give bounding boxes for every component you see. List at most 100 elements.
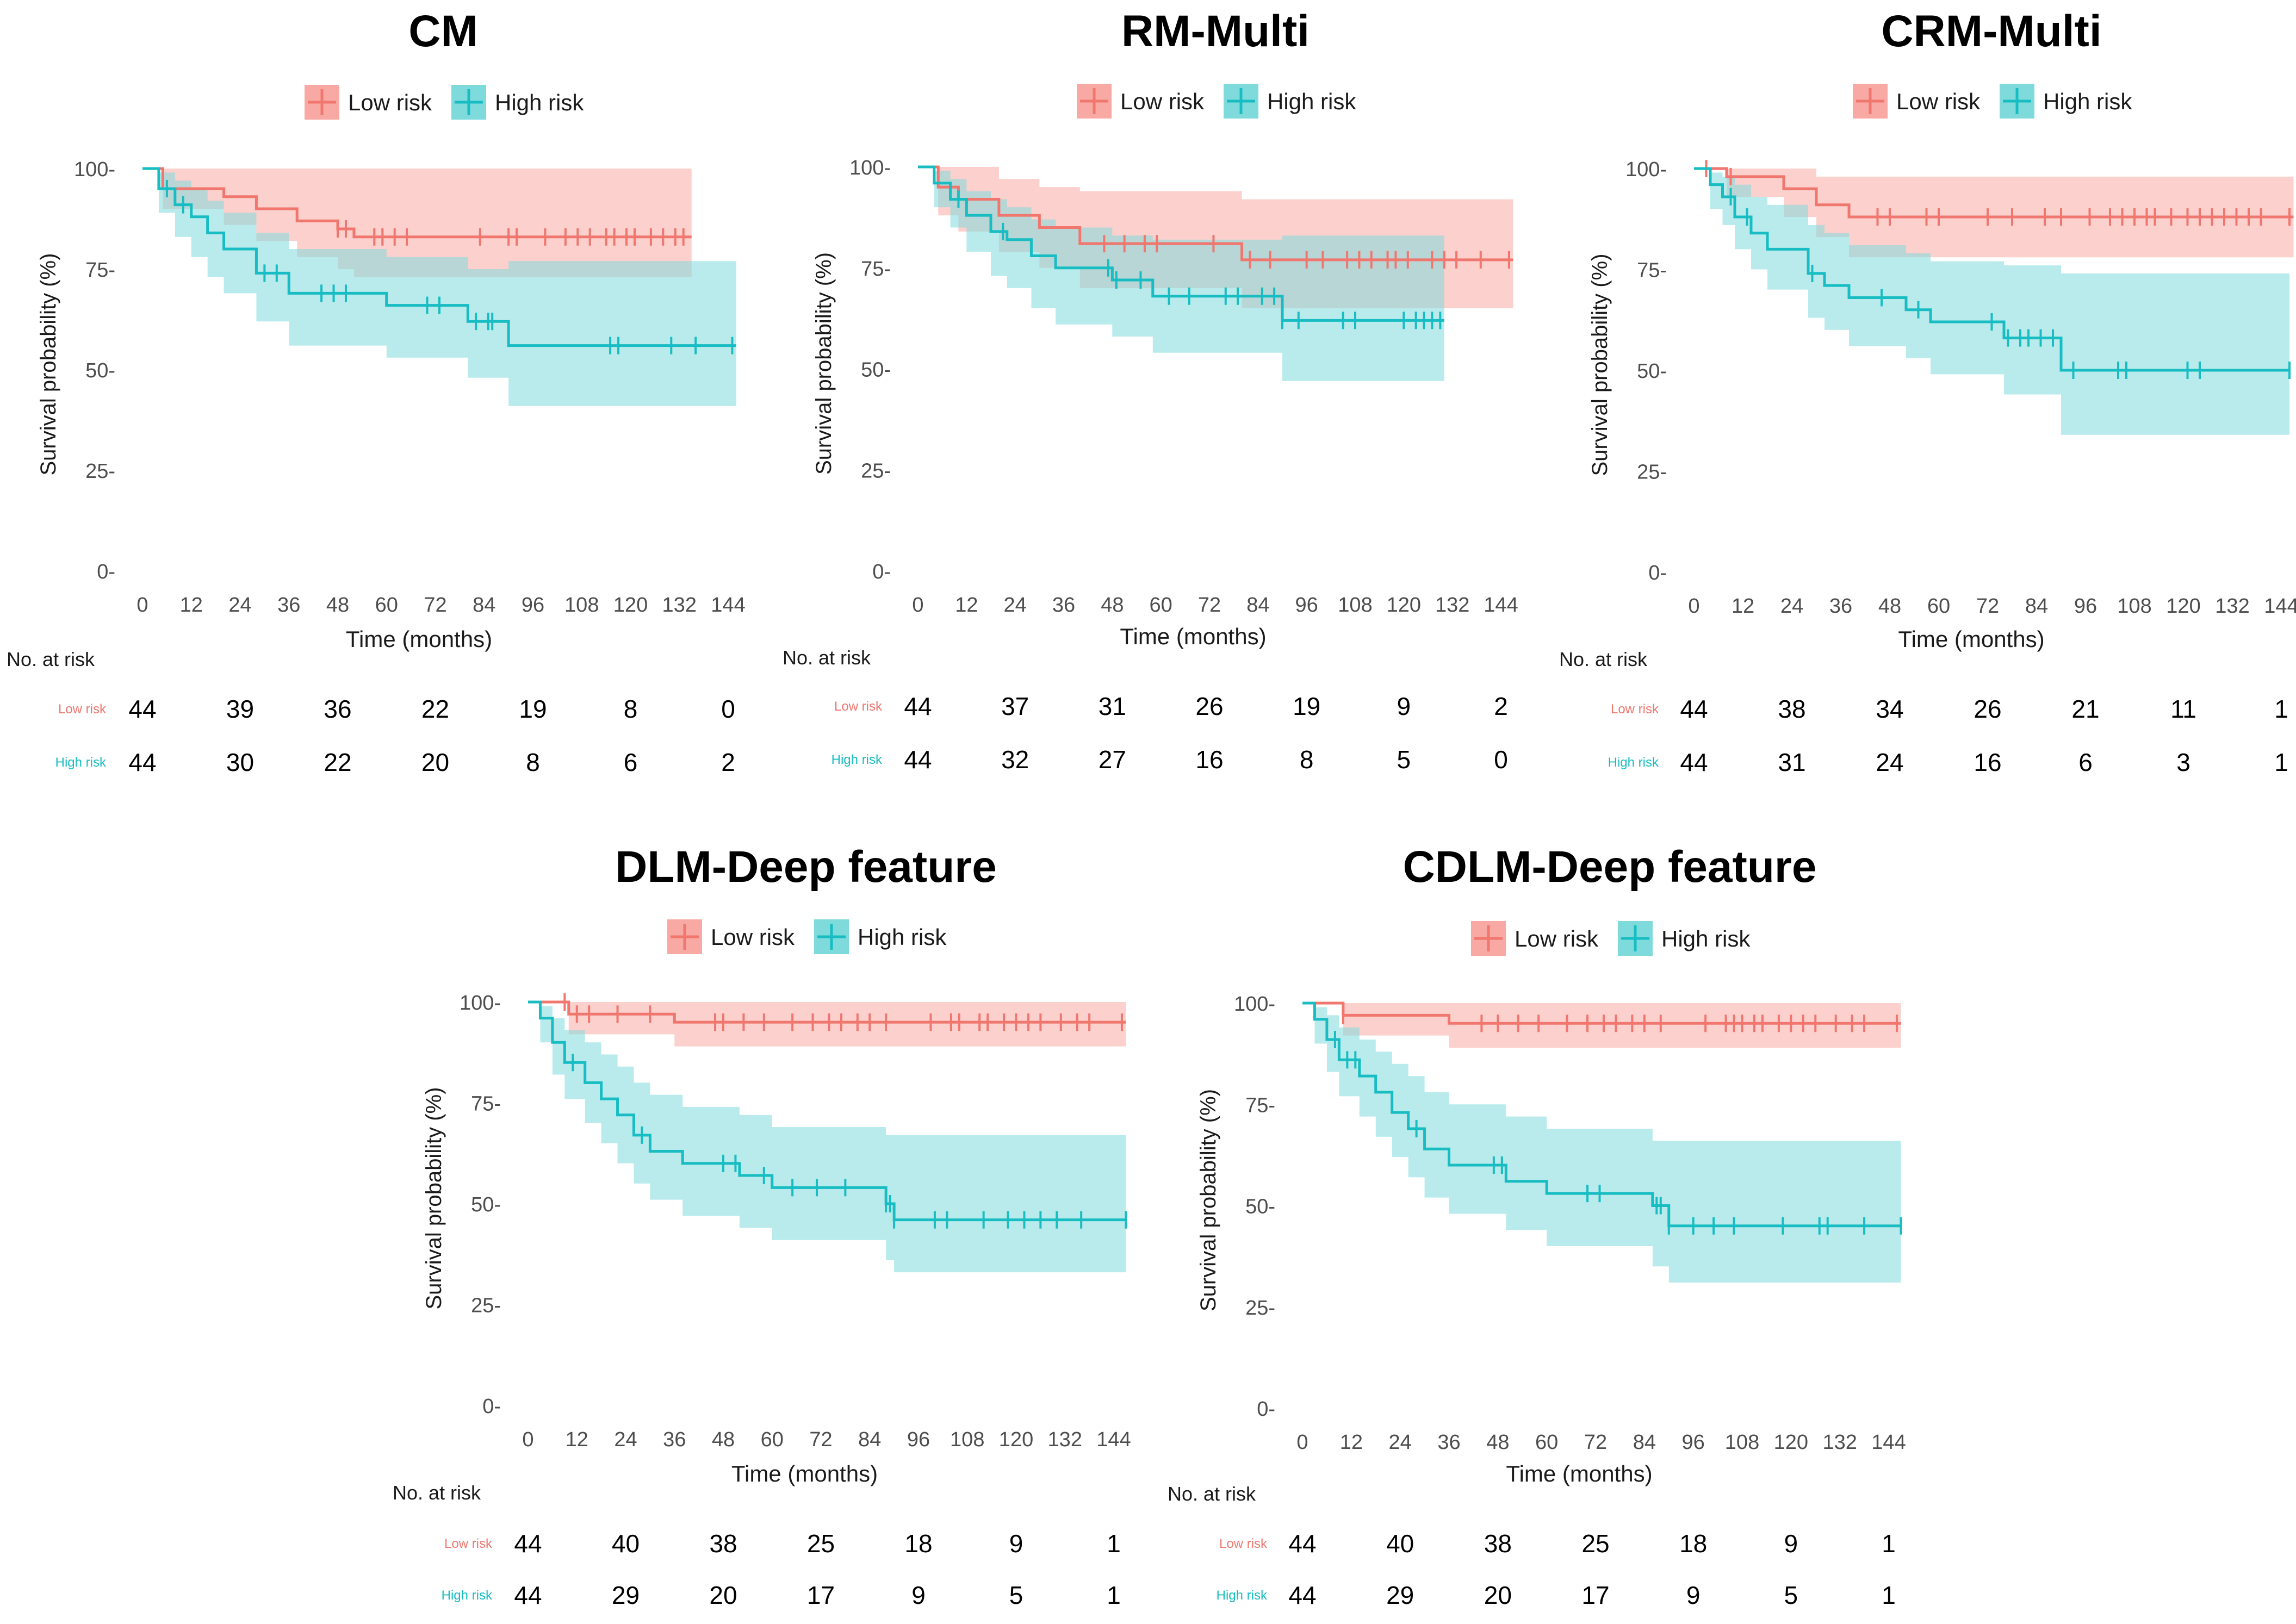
risk-table-title: No. at risk (1168, 1483, 1256, 1505)
x-axis-label: Time (months) (1120, 624, 1266, 649)
risk-count-high: 29 (1386, 1581, 1414, 1609)
x-tick-label: 48 (1486, 1431, 1509, 1454)
risk-count-high: 8 (526, 748, 540, 776)
y-tick-label: 25- (85, 460, 115, 483)
risk-table-title: No. at risk (1559, 648, 1648, 670)
km-panel-2: RM-Multi Low risk High risk 0- 25- 50- 75- 100-… (783, 7, 1518, 774)
risk-count-low: 1 (1882, 1529, 1896, 1558)
legend-label: Low risk (1515, 926, 1599, 951)
survival-line-low-risk (1302, 1001, 1901, 1025)
risk-count-low: 18 (1679, 1529, 1707, 1558)
risk-count-high: 5 (1784, 1581, 1798, 1609)
x-axis-label: Time (months) (1506, 1461, 1652, 1486)
risk-row-label-low: Low risk (834, 699, 883, 714)
risk-count-high: 2 (721, 748, 735, 776)
x-tick-label: 108 (2117, 595, 2151, 618)
risk-count-high: 8 (1300, 745, 1314, 774)
risk-row-label-low: Low risk (444, 1536, 493, 1551)
x-tick-label: 36 (1052, 594, 1075, 617)
survival-line-low-risk (528, 1000, 1126, 1024)
legend-label: High risk (1661, 926, 1751, 951)
ci-band-high-risk (1694, 169, 2289, 435)
risk-count-low: 44 (1288, 1529, 1316, 1558)
risk-count-low: 38 (1778, 695, 1805, 723)
x-tick-label: 60 (1927, 595, 1950, 618)
x-tick-label: 36 (1829, 595, 1852, 618)
x-tick-label: 84 (473, 594, 495, 617)
y-tick-label: 75- (861, 258, 891, 281)
legend-label: Low risk (1896, 89, 1981, 114)
risk-count-high: 17 (807, 1581, 835, 1609)
legend-label: Low risk (711, 924, 795, 950)
risk-table-title: No. at risk (7, 648, 95, 670)
y-tick-label: 100- (849, 157, 891, 179)
risk-count-low: 21 (2071, 695, 2099, 723)
risk-count-low: 44 (1680, 695, 1708, 723)
x-tick-label: 60 (375, 594, 398, 617)
y-axis-label: Survival probability (%) (812, 252, 836, 475)
y-tick-label: 100- (460, 992, 501, 1015)
risk-count-high: 44 (1680, 748, 1708, 776)
risk-count-high: 20 (1484, 1581, 1512, 1609)
x-tick-label: 24 (614, 1428, 637, 1451)
y-tick-label: 50- (85, 359, 115, 382)
y-axis-label: Survival probability (%) (422, 1087, 446, 1309)
risk-count-low: 26 (1974, 695, 2001, 723)
legend-label: Low risk (1120, 89, 1205, 114)
risk-count-high: 30 (226, 748, 254, 776)
y-tick-label: 50- (471, 1193, 501, 1216)
legend: Low risk High risk (667, 919, 947, 954)
x-tick-label: 12 (955, 594, 978, 617)
ci-band-low-risk (528, 1002, 1126, 1047)
legend-label: High risk (858, 924, 947, 950)
x-tick-label: 48 (712, 1428, 735, 1451)
risk-count-high: 16 (1974, 748, 2001, 776)
chart-title: CM (408, 7, 478, 56)
y-tick-label: 0- (97, 561, 115, 583)
risk-count-low: 9 (1397, 692, 1411, 720)
risk-count-high: 22 (324, 748, 351, 776)
ci-band-low-risk (142, 169, 692, 277)
x-tick-label: 132 (1048, 1428, 1082, 1451)
x-tick-label: 24 (1389, 1431, 1412, 1454)
y-tick-label: 25- (471, 1295, 501, 1317)
risk-count-high: 5 (1397, 745, 1411, 774)
risk-count-low: 40 (612, 1529, 640, 1558)
risk-count-high: 9 (1686, 1581, 1701, 1609)
risk-count-low: 19 (1293, 692, 1320, 720)
x-tick-label: 132 (2215, 595, 2249, 618)
risk-count-low: 19 (519, 695, 547, 723)
risk-count-high: 29 (612, 1581, 640, 1609)
x-tick-label: 48 (1878, 595, 1901, 618)
risk-count-high: 31 (1778, 748, 1805, 776)
x-tick-label: 120 (1387, 594, 1421, 617)
risk-count-low: 9 (1784, 1529, 1798, 1558)
risk-count-low: 44 (128, 695, 156, 723)
chart-title: DLM-Deep feature (615, 842, 997, 892)
y-tick-label: 100- (74, 158, 115, 181)
risk-count-low: 1 (2274, 695, 2288, 723)
x-tick-label: 36 (663, 1428, 686, 1451)
x-tick-label: 0 (136, 594, 148, 617)
x-tick-label: 12 (1732, 595, 1754, 618)
x-tick-label: 60 (761, 1428, 784, 1451)
survival-line-low-risk (918, 165, 1513, 262)
x-tick-label: 36 (277, 594, 300, 617)
y-tick-label: 100- (1625, 158, 1667, 181)
y-tick-label: 25- (861, 459, 891, 482)
legend: Low risk High risk (305, 85, 584, 120)
risk-count-high: 44 (904, 745, 932, 774)
x-tick-label: 84 (2025, 595, 2048, 618)
x-tick-label: 36 (1437, 1431, 1460, 1454)
risk-count-low: 38 (709, 1529, 737, 1558)
x-tick-label: 120 (999, 1428, 1033, 1451)
y-tick-label: 25- (1637, 461, 1667, 484)
risk-count-low: 0 (721, 695, 735, 723)
x-tick-label: 72 (1976, 595, 1999, 618)
x-tick-label: 0 (1296, 1431, 1308, 1454)
x-tick-label: 24 (1780, 595, 1803, 618)
x-tick-label: 144 (1484, 594, 1518, 617)
risk-count-high: 6 (624, 748, 638, 776)
km-panel-5: CDLM-Deep feature Low risk High risk 0- 25- 5… (1168, 842, 1906, 1609)
